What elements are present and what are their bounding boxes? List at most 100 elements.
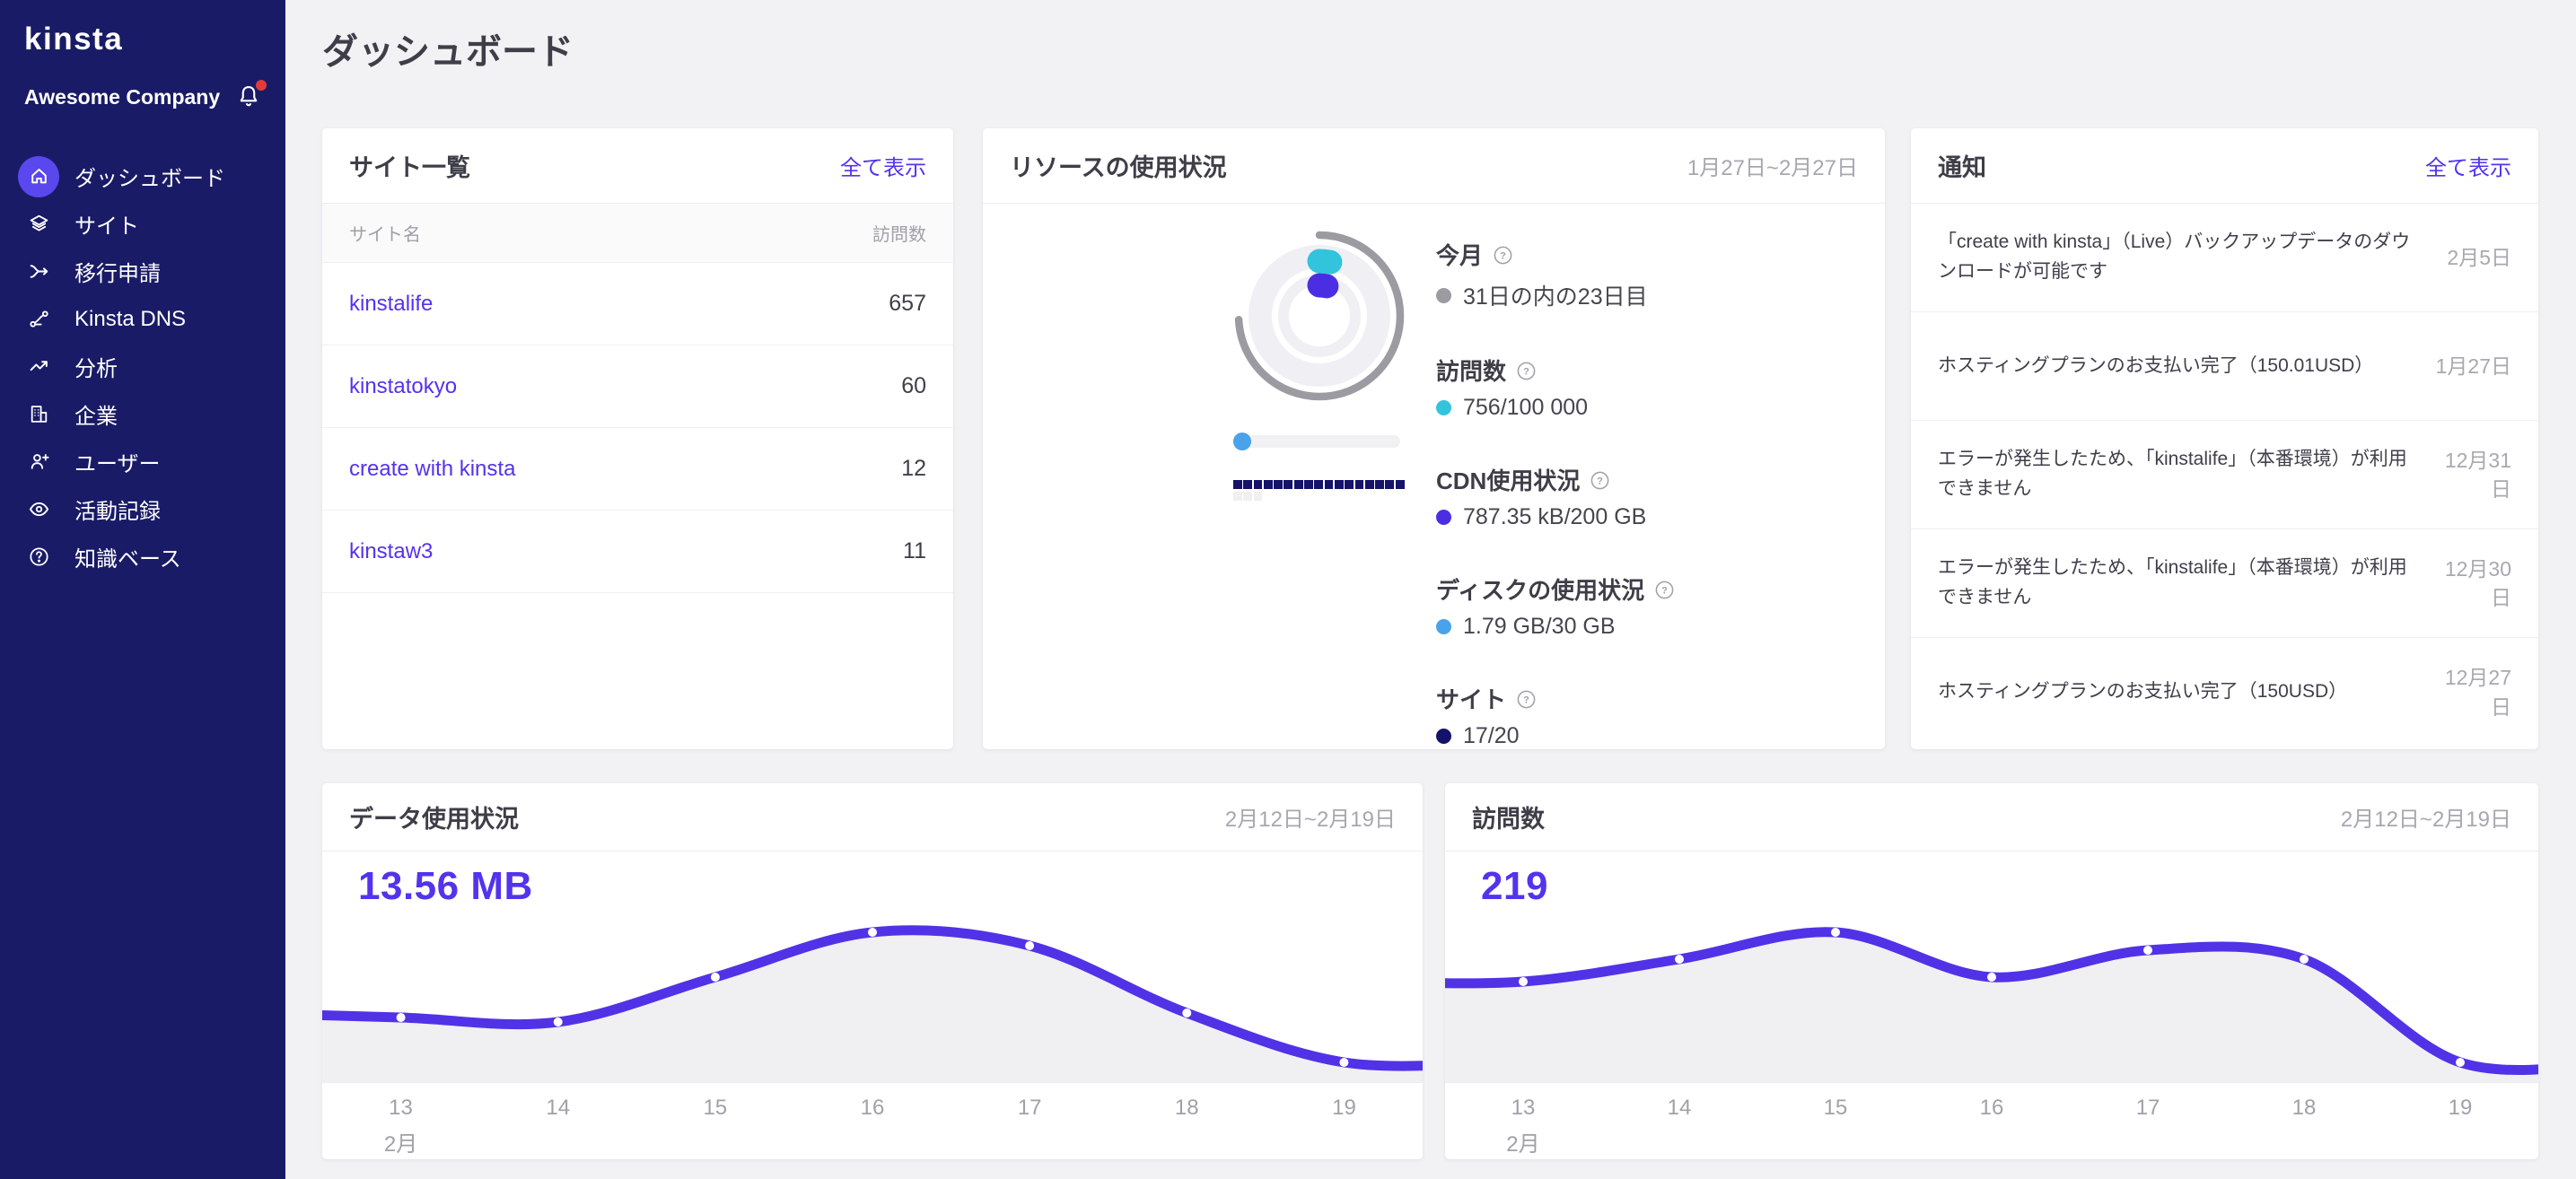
notification-item[interactable]: 「create with kinsta」（Live）バックアップデータのダウンロ… (1911, 204, 2538, 312)
site-table-body: kinstalife 657 kinstatokyo 60 create with ki… (322, 263, 953, 593)
notifications-view-all-link[interactable]: 全て表示 (2425, 156, 2511, 180)
notification-date: 12月30日 (2444, 556, 2511, 609)
company-row: Awesome Company (0, 80, 285, 111)
notification-text: エラーが発生したため、「kinstalife」（本番環境）が利用できません (1938, 557, 2407, 607)
site-visits-value: 60 (901, 373, 926, 398)
column-visits: 訪問数 (872, 225, 926, 245)
help-icon[interactable]: ? (1516, 360, 1537, 380)
notification-date: 1月27日 (2435, 354, 2511, 378)
notification-item[interactable]: エラーが発生したため、「kinstalife」（本番環境）が利用できません 12月… (1911, 421, 2538, 529)
resource-donut-chart (1234, 231, 1405, 401)
table-row: kinstatokyo 60 (322, 345, 953, 428)
legend-label: 訪問数 (1436, 358, 1507, 385)
legend-color-dot (1436, 510, 1451, 525)
data-point-dot (868, 928, 877, 937)
line-chart (322, 925, 1423, 1082)
site-slot-used (1324, 480, 1334, 489)
disk-usage-fill (1233, 432, 1251, 450)
sidebar-item-label: 企業 (74, 405, 118, 429)
svg-text:?: ? (1523, 694, 1529, 705)
site-name-link[interactable]: create with kinsta (349, 456, 516, 481)
data-point-dot (1182, 1009, 1192, 1017)
svg-text:?: ? (1597, 476, 1603, 486)
sidebar-item-label: 移行申請 (74, 262, 161, 286)
sidebar-item-migrations[interactable]: 移行申請 (0, 248, 285, 295)
site-name-link[interactable]: kinstaw3 (349, 538, 434, 563)
disk-usage-bar (1233, 432, 1400, 450)
sidebar-item-knowledge-base[interactable]: 知識ベース (0, 533, 285, 581)
x-axis-tick: 19 (1332, 1096, 1356, 1120)
notification-date: 12月31日 (2444, 448, 2511, 501)
notifications-card: 通知 全て表示 「create with kinsta」（Live）バックアップ… (1911, 128, 2538, 749)
data-point-dot (553, 1017, 563, 1026)
notification-bell-icon[interactable] (235, 80, 267, 111)
x-axis-tick: 16 (1979, 1096, 2004, 1120)
legend-item: 今月? 31日の内の23日目 (1436, 238, 1675, 311)
sidebar-item-analytics[interactable]: 分析 (0, 343, 285, 390)
site-slot-used (1274, 480, 1283, 489)
notification-text: ホスティングプランのお支払い完了（150.01USD） (1938, 354, 2374, 376)
sidebar-item-kinsta-dns[interactable]: Kinsta DNS (0, 295, 285, 343)
company-name: Awesome Company (24, 84, 221, 109)
sidebar-item-users[interactable]: ユーザー (0, 438, 285, 485)
legend-color-dot (1436, 619, 1451, 634)
legend-label: ディスクの使用状況 (1436, 577, 1645, 604)
site-slot-used (1334, 480, 1344, 489)
site-slot-free (1253, 491, 1263, 501)
x-axis-labels: 13 14 15 16 17 18 19 2月 (322, 1083, 1423, 1157)
site-slot-used (1375, 480, 1384, 489)
legend-item: 訪問数? 756/100 000 (1436, 354, 1675, 421)
legend-label: サイト (1436, 686, 1507, 713)
notification-date: 2月5日 (2447, 245, 2511, 269)
sidebar-item-activity-log[interactable]: 活動記録 (0, 485, 285, 533)
x-axis-tick: 16 (860, 1096, 885, 1120)
x-axis-tick: 19 (2448, 1096, 2473, 1120)
help-icon[interactable]: ? (1590, 469, 1610, 490)
kinsta-logo[interactable]: kinsta (24, 22, 124, 57)
site-slot-used (1314, 480, 1324, 489)
data-point-dot (1025, 941, 1035, 950)
data-point-dot (1339, 1058, 1349, 1067)
site-name-link[interactable]: kinstalife (349, 291, 434, 316)
notification-text: ホスティングプランのお支払い完了（150USD） (1938, 681, 2348, 703)
data-point-dot (1675, 955, 1684, 964)
legend-item: CDN使用状況? 787.35 kB/200 GB (1436, 463, 1675, 530)
site-slot-used (1263, 480, 1273, 489)
notification-text: エラーが発生したため、「kinstalife」（本番環境）が利用できません (1938, 449, 2407, 499)
data-usage-chart-card: データ使用状況 2月12日~2月19日 13.56 MB 13 14 15 16 17 18 19… (322, 783, 1423, 1159)
x-axis-month-label: 2月 (383, 1132, 418, 1157)
legend-item: ディスクの使用状況? 1.79 GB/30 GB (1436, 572, 1675, 640)
help-icon[interactable]: ? (1493, 244, 1513, 265)
sidebar-item-sites[interactable]: サイト (0, 200, 285, 248)
help-icon[interactable]: ? (1516, 688, 1537, 709)
site-slot-used (1395, 480, 1405, 489)
site-visits-value: 657 (889, 291, 926, 316)
x-axis-tick: 17 (2135, 1096, 2160, 1120)
sidebar-item-label: 活動記録 (74, 500, 161, 524)
x-axis-tick: 17 (1017, 1096, 1042, 1120)
site-name-link[interactable]: kinstatokyo (349, 373, 458, 398)
notification-item[interactable]: エラーが発生したため、「kinstalife」（本番環境）が利用できません 12月… (1911, 529, 2538, 638)
data-point-dot (1987, 973, 1996, 982)
legend-color-dot (1436, 287, 1451, 303)
svg-text:?: ? (1661, 585, 1668, 596)
sidebar-item-label: サイト (74, 214, 139, 239)
data-point-dot (2143, 946, 2152, 955)
site-slot-used (1354, 480, 1364, 489)
site-slot-free (1233, 491, 1242, 501)
sidebar-item-dashboard[interactable]: ダッシュボード (0, 153, 285, 200)
legend-label: 今月 (1436, 242, 1484, 269)
site-table-header: サイト名 訪問数 (322, 204, 953, 263)
sidebar-item-label: 知識ベース (74, 547, 181, 572)
sidebar-item-company[interactable]: 企業 (0, 390, 285, 438)
data-point-dot (396, 1013, 406, 1022)
notification-item[interactable]: ホスティングプランのお支払い完了（150.01USD） 1月27日 (1911, 312, 2538, 421)
help-icon[interactable]: ? (1654, 579, 1675, 599)
site-list-view-all-link[interactable]: 全て表示 (840, 156, 926, 180)
legend-item: サイト? 17/20 (1436, 682, 1675, 749)
notification-text: 「create with kinsta」（Live）バックアップデータのダウンロ… (1938, 231, 2411, 282)
chart-date-range: 2月12日~2月19日 (1224, 808, 1396, 832)
x-axis-tick: 13 (1511, 1096, 1536, 1120)
notification-item[interactable]: ホスティングプランのお支払い完了（150USD） 12月27日 (1911, 638, 2538, 747)
x-axis-tick: 14 (1667, 1096, 1692, 1120)
